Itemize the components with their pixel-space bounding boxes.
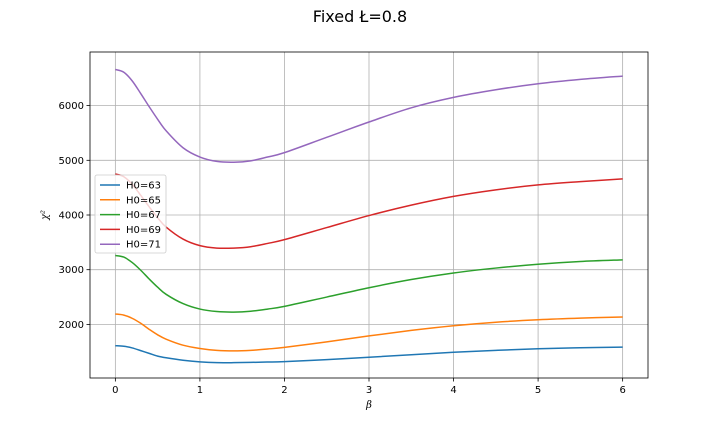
x-tick-label: 4: [450, 385, 456, 396]
legend-box: [94, 174, 167, 254]
x-tick-label: 5: [535, 385, 541, 396]
legend-label: H0=67: [126, 210, 161, 221]
chart-title: Fixed Ł=0.8: [313, 7, 407, 26]
legend-label: H0=71: [126, 240, 161, 251]
x-tick-label: 3: [366, 385, 372, 396]
y-tick-label: 5000: [59, 156, 84, 167]
x-axis-label: β: [365, 400, 372, 411]
legend-label: H0=63: [126, 181, 161, 192]
series-line-h0-67: [115, 254, 623, 313]
y-tick-label: 4000: [59, 211, 84, 222]
y-tick-label: 6000: [59, 101, 84, 112]
series-line-h0-65: [115, 313, 623, 352]
legend-label: H0=69: [126, 225, 161, 236]
x-tick-label: 0: [112, 385, 118, 396]
x-axis-ticks: 0 1 2 3 4 5 6: [112, 378, 626, 396]
x-tick-label: 6: [619, 385, 625, 396]
y-axis-ticks: 2000 3000 4000 5000 6000: [59, 101, 90, 331]
series-line-h0-63: [115, 344, 623, 364]
series-line-h0-71: [115, 68, 623, 164]
x-tick-label: 1: [197, 385, 203, 396]
y-axis-label: χ²: [40, 210, 51, 221]
grid-lines: [90, 52, 648, 378]
x-tick-label: 2: [281, 385, 287, 396]
y-tick-label: 2000: [59, 320, 84, 331]
legend: H0=63 H0=65 H0=67 H0=69 H0=71: [94, 174, 167, 254]
legend-label: H0=65: [126, 195, 161, 206]
y-tick-label: 3000: [59, 265, 84, 276]
